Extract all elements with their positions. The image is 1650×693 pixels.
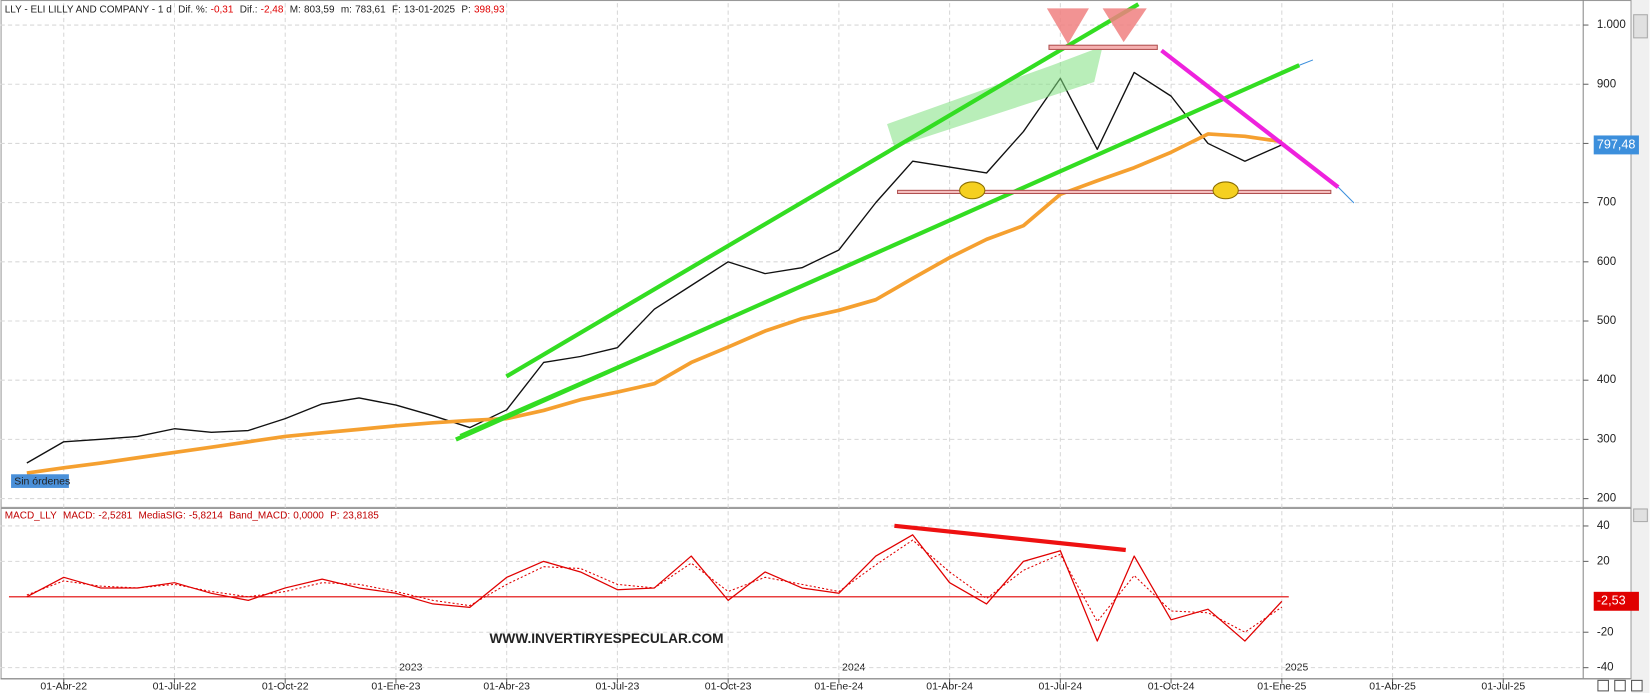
y-tick-label: -20 [1597, 626, 1614, 638]
header-field-value: -2,5281 [98, 510, 132, 521]
panel-header: LLY - ELI LILLY AND COMPANY - 1 d Dif. %:… [5, 4, 505, 15]
series-line [26, 539, 1283, 633]
support-touch [1212, 181, 1239, 200]
header-field-value: 13-01-2025 [404, 4, 456, 15]
y-tick-label: -40 [1597, 662, 1614, 674]
series-line [26, 71, 1283, 464]
header-title: MACD_LLY [5, 510, 57, 521]
scroll-button[interactable] [1633, 508, 1648, 523]
trend-line [459, 270, 838, 437]
header-field-label: P: [461, 4, 470, 15]
toolbar-icon[interactable] [1597, 679, 1609, 692]
plot-layer: 01-Abr-22 01-Jul-22 01-Oct-22 01-Ene-23 01-A… [0, 3, 1639, 692]
header-field-label: Dif.: [240, 4, 258, 15]
x-tick-label: 01-Jul-25 [1481, 680, 1525, 692]
scroll-strip [1631, 0, 1650, 693]
last-value-box [1593, 135, 1639, 155]
year-label: 2024 [842, 662, 866, 674]
x-tick-label: 01-Oct-22 [262, 680, 309, 692]
header-field-value: -0,31 [211, 4, 234, 15]
support-band [897, 189, 1332, 195]
header-field-label: Dif. %: [178, 4, 207, 15]
y-tick-label: 300 [1597, 433, 1616, 445]
header-field-label: MACD: [63, 510, 95, 521]
top-marker [1102, 8, 1147, 43]
trend-extension [1337, 186, 1355, 204]
x-tick-label: 01-Ene-23 [371, 680, 420, 692]
last-value-label: 797,48 [1597, 137, 1636, 151]
drawings: Sin órdenes WWW.INVERTIRYESPECULAR.COM [11, 2, 1355, 646]
resistance-band [1048, 44, 1158, 50]
x-tick-label: 01-Jul-22 [153, 680, 197, 692]
trend-line [505, 2, 1140, 379]
header-field-value: 398,93 [474, 4, 505, 15]
header-field-label: P: [330, 510, 339, 521]
scroll-button[interactable] [1633, 14, 1648, 39]
x-tick-label: 01-Abr-24 [926, 680, 973, 692]
header-field-value: -5,8214 [189, 510, 223, 521]
order-badge [11, 474, 69, 488]
header-field-label: F: [392, 4, 401, 15]
x-tick-label: 01-Ene-25 [1257, 680, 1306, 692]
header-field-value: 783,61 [355, 4, 386, 15]
x-tick-label: 01-Oct-24 [1148, 680, 1195, 692]
header-field-value: 23,8185 [343, 510, 380, 521]
header-field-label: M: [290, 4, 301, 15]
year-label: 2023 [399, 662, 423, 674]
panel-header: MACD_LLY MACD: -2,5281 MediaSIG: -5,8214 Band… [5, 510, 380, 521]
y-tick-label: 200 [1597, 493, 1616, 505]
y-tick-label: 900 [1597, 78, 1616, 90]
last-value-label: -2,53 [1597, 594, 1626, 608]
header-field-value: -2,48 [261, 4, 284, 15]
toolbar-icon[interactable] [1614, 679, 1626, 692]
y-tick-label: 40 [1597, 520, 1610, 532]
x-tick-label: 01-Abr-22 [40, 680, 87, 692]
order-badge-text: Sin órdenes [14, 475, 70, 487]
y-tick-label: 700 [1597, 197, 1616, 209]
top-marker [1046, 8, 1089, 45]
watermark: WWW.INVERTIRYESPECULAR.COM [490, 631, 724, 646]
header-field-label: m: [341, 4, 352, 15]
header-field-value: 0,0000 [293, 510, 324, 521]
header-field-label: Band_MACD: [229, 510, 290, 521]
y-tick-label: 20 [1597, 555, 1610, 567]
y-tick-label: 600 [1597, 256, 1616, 268]
divergence-line [894, 523, 1126, 553]
x-tick-label: 01-Abr-23 [483, 680, 530, 692]
support-touch [959, 181, 986, 200]
x-tick-label: 01-Abr-25 [1369, 680, 1416, 692]
toolbar-icon[interactable] [1631, 679, 1643, 692]
last-value-box [1593, 591, 1639, 611]
header-title: LLY - ELI LILLY AND COMPANY - 1 d [5, 4, 172, 15]
y-tick-label: 1.000 [1597, 19, 1626, 31]
x-tick-label: 01-Jul-23 [596, 680, 640, 692]
x-tick-label: 01-Ene-24 [814, 680, 863, 692]
y-tick-label: 400 [1597, 374, 1616, 386]
header-field-label: MediaSIG: [139, 510, 186, 521]
x-tick-label: 01-Oct-23 [705, 680, 752, 692]
price-panel-frame [0, 0, 1632, 508]
trend-extension [1299, 59, 1314, 66]
y-tick-label: 500 [1597, 315, 1616, 327]
x-tick-label: 01-Jul-24 [1038, 680, 1082, 692]
trend-line [1160, 48, 1340, 189]
header-field-value: 803,59 [304, 4, 335, 15]
